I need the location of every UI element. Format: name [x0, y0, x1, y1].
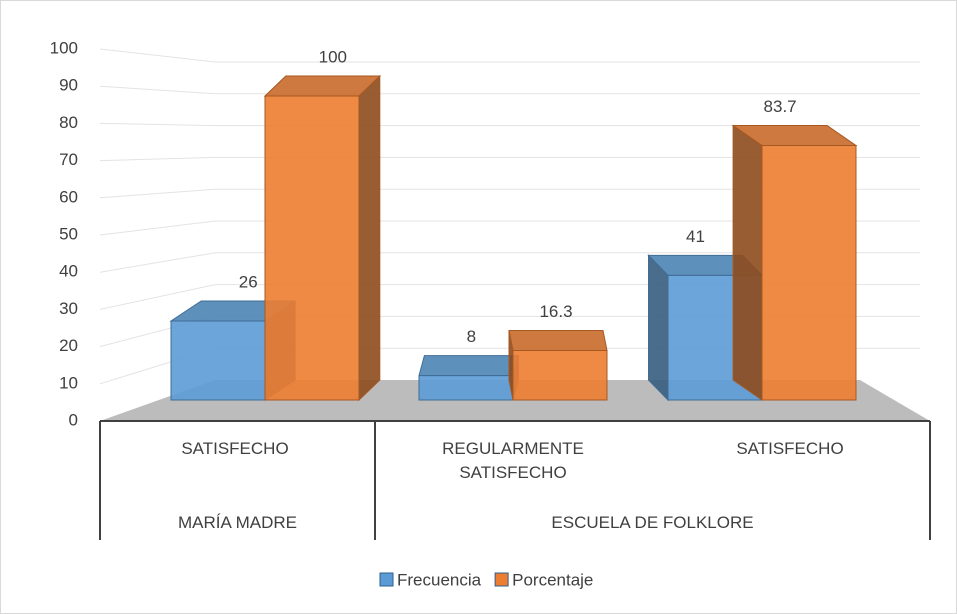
- group-label: MARÍA MADRE: [177, 513, 298, 532]
- bar-top: [263, 75, 382, 97]
- bar: [418, 355, 520, 401]
- grid-line: [99, 252, 920, 273]
- y-tick-label: 40: [59, 262, 78, 281]
- bar-top: [418, 355, 520, 377]
- y-tick-label: 70: [59, 150, 78, 169]
- bar-side: [732, 124, 763, 401]
- grid-line: [99, 220, 920, 236]
- y-tick-label: 80: [59, 113, 78, 132]
- grid-line: [99, 48, 920, 63]
- y-tick-label: 50: [59, 224, 78, 243]
- y-tick-label: 100: [50, 38, 78, 57]
- value-label: 8: [467, 327, 476, 346]
- bar-front: [512, 349, 608, 401]
- y-tick-label: 60: [59, 187, 78, 206]
- grid-line: [99, 188, 920, 199]
- y-tick-label: 90: [59, 76, 78, 95]
- bar: [508, 329, 608, 401]
- value-label: 26: [239, 272, 258, 291]
- y-tick-label: 0: [69, 410, 78, 429]
- grid-line: [99, 122, 920, 127]
- value-label: 16.3: [539, 302, 572, 321]
- legend-swatch: [379, 572, 394, 587]
- y-tick-label: 10: [59, 373, 78, 392]
- category-label: SATISFECHO: [736, 439, 844, 458]
- bar-front: [170, 320, 266, 401]
- grid-line: [99, 85, 920, 95]
- bar-front: [418, 375, 514, 401]
- category-label: REGULARMENTE SATISFECHO: [442, 439, 584, 482]
- bar-front: [761, 145, 857, 401]
- y-tick-label: 30: [59, 299, 78, 318]
- value-label: 100: [319, 47, 347, 66]
- group-label: ESCUELA DE FOLKLORE: [551, 513, 754, 532]
- legend-label: Porcentaje: [512, 570, 593, 589]
- bar-side: [358, 74, 381, 402]
- grid-line: [99, 156, 920, 162]
- value-label: 83.7: [764, 97, 797, 116]
- legend-swatch: [494, 572, 509, 587]
- y-tick-label: 20: [59, 336, 78, 355]
- value-label: 41: [686, 227, 705, 246]
- bar-side: [648, 254, 669, 402]
- bar-top: [508, 329, 608, 351]
- bar: [731, 124, 858, 401]
- bar: [263, 74, 382, 402]
- legend-label: Frecuencia: [397, 570, 482, 589]
- bar-front: [264, 95, 360, 401]
- category-label: SATISFECHO: [181, 439, 289, 458]
